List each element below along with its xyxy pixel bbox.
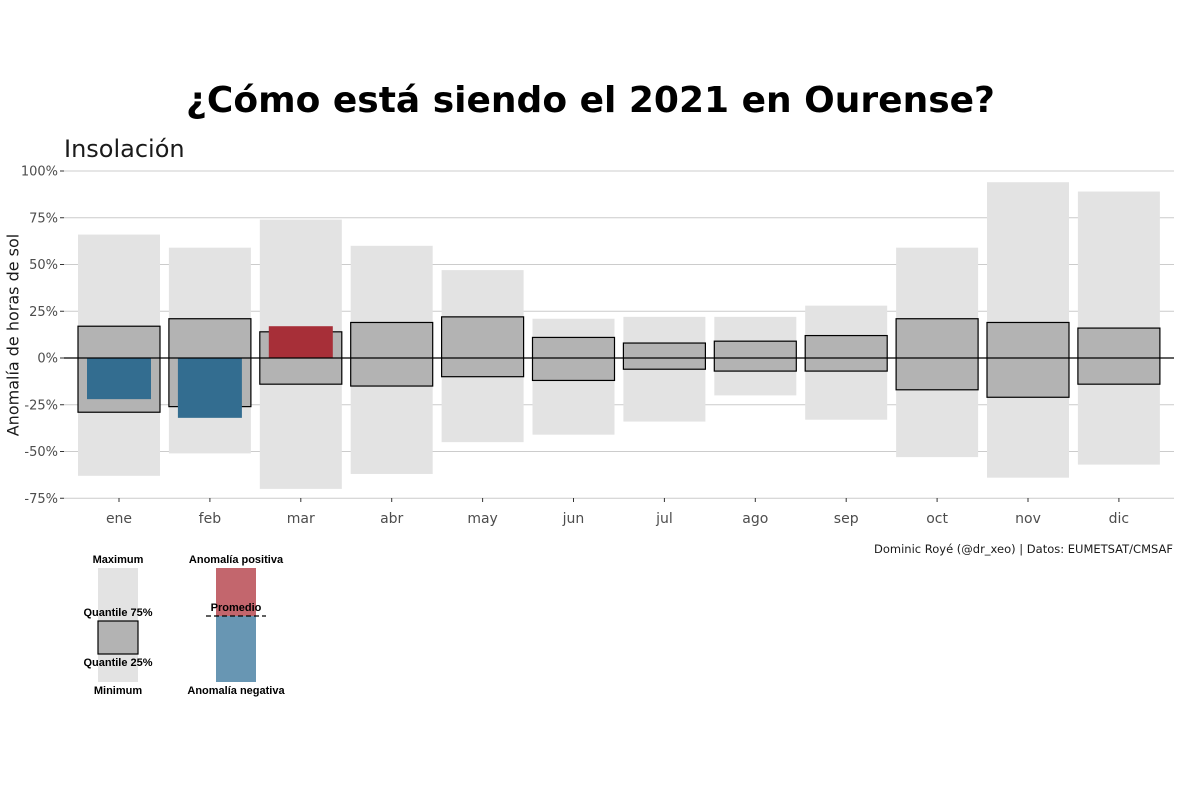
legend: Maximum Quantile 75% Quantile 25% Minimu… xyxy=(83,554,285,697)
y-tick-label: 100% xyxy=(21,165,58,180)
y-tick-label: -50% xyxy=(24,445,58,460)
quantile-box-dic xyxy=(1077,327,1161,385)
quantile-box-sep xyxy=(804,334,888,372)
y-tick-label: 50% xyxy=(29,258,58,273)
x-tick-label: ene xyxy=(106,511,132,527)
x-tick-label: abr xyxy=(380,511,403,527)
x-tick-label: jul xyxy=(655,511,673,527)
legend-average-label: Promedio xyxy=(211,602,262,614)
x-tick-label: ago xyxy=(742,511,768,527)
x-tick-label: dic xyxy=(1109,511,1129,527)
quantile-box-jun xyxy=(531,336,616,382)
quantile-box-may xyxy=(441,316,525,378)
x-tick-label: oct xyxy=(926,511,948,527)
quantile-box-nov xyxy=(986,321,1070,398)
y-tick-label: -75% xyxy=(24,492,58,507)
x-tick-label: nov xyxy=(1015,511,1041,527)
legend-minimum-label: Minimum xyxy=(94,685,142,697)
x-tick-label: jun xyxy=(562,511,585,527)
legend-quantile75-label: Quantile 75% xyxy=(83,607,152,619)
legend-quantile25-label: Quantile 25% xyxy=(83,657,152,669)
quantile-box-jul xyxy=(622,342,707,370)
y-axis: -75% -50% -25% 0% 25% 50% 75% 100% xyxy=(21,165,64,507)
quantile-box-oct xyxy=(895,318,979,391)
y-tick-label: 0% xyxy=(37,352,58,367)
chart-title: ¿Cómo está siendo el 2021 en Ourense? xyxy=(186,80,995,121)
anomaly-bar-mar xyxy=(268,326,333,358)
anomaly-bars xyxy=(87,326,333,418)
y-tick-label: -25% xyxy=(24,398,58,413)
chart-caption: Dominic Royé (@dr_xeo) | Datos: EUMETSAT… xyxy=(874,542,1173,556)
x-axis: ene feb mar abr may jun jul ago sep oct nov dic xyxy=(106,498,1129,527)
anomaly-bar-ene xyxy=(87,358,151,400)
x-tick-label: feb xyxy=(199,511,222,527)
legend-positive-swatch xyxy=(216,568,256,616)
legend-maximum-label: Maximum xyxy=(93,554,144,566)
legend-negative-swatch xyxy=(216,616,256,682)
x-tick-label: sep xyxy=(834,511,859,527)
quantile-box-abr xyxy=(350,321,434,387)
anomaly-bar-feb xyxy=(177,358,242,418)
quantile-box-ago xyxy=(713,340,797,372)
chart-subtitle: Insolación xyxy=(64,135,185,163)
y-tick-label: 25% xyxy=(29,305,58,320)
legend-positive-label: Anomalía positiva xyxy=(189,554,284,566)
legend-quantile-swatch xyxy=(97,620,139,655)
x-tick-label: mar xyxy=(287,511,315,527)
legend-negative-label: Anomalía negativa xyxy=(187,685,285,697)
x-tick-label: may xyxy=(467,511,498,527)
y-tick-label: 75% xyxy=(29,211,58,226)
